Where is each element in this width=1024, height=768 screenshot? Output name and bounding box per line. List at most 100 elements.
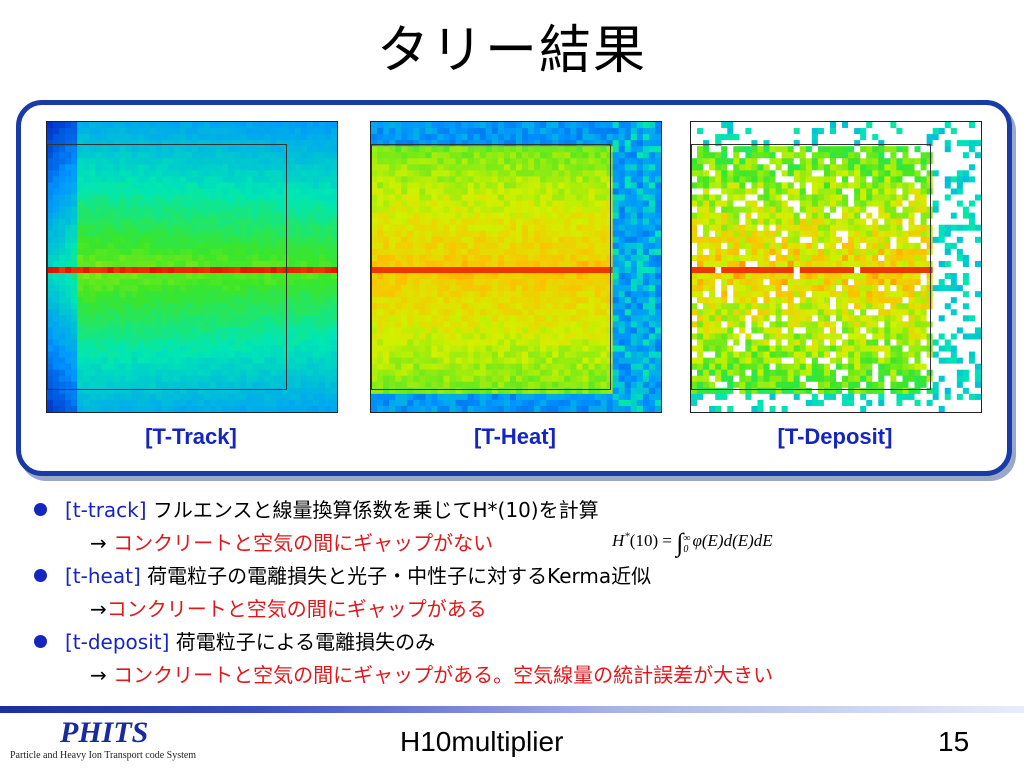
heatmap-cell [167,393,175,401]
heatmap-cell [389,339,396,346]
heatmap-cell [745,128,752,135]
heatmap-cell [860,164,867,171]
heatmap-cell [588,375,595,383]
heatmap-cell [198,381,205,389]
heatmap-cell [240,405,247,412]
heatmap-cell [516,134,523,141]
heatmap-cell [576,345,583,352]
heatmap-cell [455,134,463,141]
heatmap-cell [612,315,620,322]
heatmap-cell [131,405,139,412]
heatmap-cell [437,321,444,328]
heatmap-cell [276,273,284,280]
heatmap-cell [270,260,277,268]
heatmap-cell [461,333,469,340]
heatmap-cell [534,279,541,286]
heatmap-cell [59,273,66,280]
heatmap-cell [485,399,493,407]
heatmap-cell [522,218,529,226]
heatmap-cell [491,176,499,183]
heatmap-cell [413,285,420,292]
heatmap-cell [467,285,475,292]
heatmap-cell [264,393,271,401]
heatmap-cell [234,134,241,141]
heatmap-cell [570,285,577,292]
heatmap-cell [300,212,308,220]
heatmap-cell [306,393,314,401]
heatmap-cell [516,375,523,383]
heatmap-cell [503,303,511,310]
heatmap-cell [848,134,855,141]
heatmap-cell [137,194,145,201]
heatmap-cell [528,140,535,147]
heatmap-cell [854,158,861,165]
heatmap-cell [282,285,290,292]
heatmap-cell [443,176,450,183]
heatmap-cell [624,279,632,286]
heatmap-cell [246,351,253,359]
heatmap-cell [437,248,444,256]
heatmap-cell [389,357,396,365]
heatmap-cell [300,345,308,352]
heatmap-cell [210,218,217,226]
heatmap-cell [485,218,493,226]
heatmap-cell [612,254,620,262]
heatmap-cell [216,242,223,250]
heatmap-cell [371,194,378,201]
heatmap-cell [842,146,849,153]
heatmap-cell [944,122,952,129]
heatmap-cell [234,152,241,159]
heatmap-cell [509,146,517,153]
heatmap-cell [167,267,175,274]
heatmap-cell [167,158,175,165]
heatmap-cell [461,188,469,195]
heatmap-cell [198,254,205,262]
heatmap-cell [485,333,493,340]
heatmap-cell [443,128,450,135]
heatmap-cell [137,267,145,274]
heatmap-cell [89,393,96,401]
heatmap-cell [763,164,770,171]
heatmap-cell [509,327,517,334]
heatmap-cell [449,170,456,177]
heatmap-cell [540,273,547,280]
heatmap-cell [642,339,650,346]
heatmap-cell [282,405,290,412]
heatmap-cell [395,333,402,340]
heatmap-cell [312,128,320,135]
heatmap-cell [330,321,337,328]
heatmap-cell [282,164,290,171]
heatmap-cell [866,152,873,159]
heatmap-cell [318,224,326,232]
heatmap-cell [485,267,493,274]
heatmap-cell [437,399,444,407]
heatmap-cell [485,327,493,334]
heatmap-cell [300,176,308,183]
heatmap-cell [377,152,384,159]
heatmap-cell [204,140,211,147]
heatmap-cell [198,309,205,316]
heatmap-cell [594,321,601,328]
heatmap-cell [528,128,535,135]
heatmap-cell [485,315,493,322]
heatmap-cell [648,279,656,286]
heatmap-cell [131,200,139,207]
heatmap-cell [246,309,253,316]
heatmap-cell [516,212,523,220]
heatmap-cell [552,303,559,310]
heatmap-cell [222,212,229,220]
heatmap-cell [246,363,253,371]
heatmap-cell [522,188,529,195]
heatmap-cell [612,248,620,256]
heatmap-cell [606,351,614,359]
heatmap-cell [461,393,469,401]
heatmap-cell [823,152,831,159]
heatmap-cell [455,260,463,268]
heatmap-cell [455,206,463,214]
heatmap-cell [258,194,265,201]
heatmap-cell [407,170,414,177]
heatmap-cell [455,224,463,232]
heatmap-cell [636,309,644,316]
heatmap-cell [932,122,940,129]
heatmap-cell [431,128,438,135]
